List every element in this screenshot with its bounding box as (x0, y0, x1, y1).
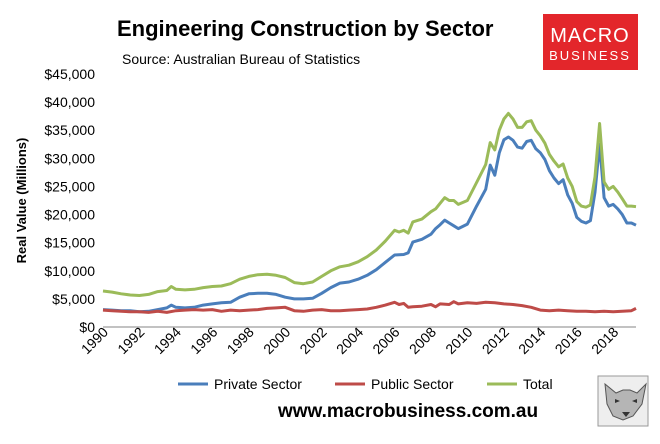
legend-item: Total (487, 376, 553, 392)
x-tick-label: 2014 (515, 324, 548, 357)
x-axis-ticks: 1990 1992 1994 1996 1998 2000 2002 2004 2006 2008… (78, 324, 622, 357)
legend-item: Private Sector (178, 376, 302, 392)
y-tick-label: $25,000 (44, 178, 95, 194)
legend-label: Public Sector (371, 376, 454, 392)
x-tick-label: 2010 (442, 324, 475, 357)
fox-emblem-icon (597, 375, 649, 427)
macrobusiness-logo: MACRO BUSINESS (543, 14, 638, 70)
legend-label: Total (523, 376, 553, 392)
x-tick-label: 2012 (479, 324, 512, 357)
chart-subtitle: Source: Australian Bureau of Statistics (122, 51, 360, 67)
series-line-private-sector (102, 135, 637, 314)
chart-title: Engineering Construction by Sector (117, 16, 494, 41)
x-tick-label: 1998 (224, 324, 257, 357)
x-tick-label: 2018 (588, 324, 621, 357)
x-tick-label: 1994 (151, 324, 184, 357)
series-line-public-sector (102, 300, 637, 314)
legend: Private Sector Public Sector Total (178, 376, 553, 392)
y-tick-label: $5,000 (52, 291, 95, 307)
x-tick-label: 2006 (369, 324, 402, 357)
legend-item: Public Sector (335, 376, 454, 392)
website-url: www.macrobusiness.com.au (277, 401, 538, 422)
x-tick-label: 2002 (296, 324, 329, 357)
series-lines (102, 111, 637, 314)
x-tick-label: 2008 (406, 324, 439, 357)
x-tick-label: 1996 (187, 324, 220, 357)
y-tick-label: $40,000 (44, 94, 95, 110)
y-axis-ticks: $0 $5,000 $10,000 $15,000 $20,000 $25,000 $30,… (44, 66, 95, 335)
logo-text-business: BUSINESS (549, 48, 631, 63)
logo-text-macro: MACRO (550, 25, 629, 47)
x-tick-label: 2004 (333, 324, 366, 357)
y-axis-label: Real Value (Millions) (14, 138, 29, 264)
x-tick-label: 1992 (114, 324, 147, 357)
x-tick-label: 2016 (552, 324, 585, 357)
y-tick-label: $30,000 (44, 150, 95, 166)
y-tick-label: $45,000 (44, 66, 95, 82)
y-tick-label: $35,000 (44, 122, 95, 138)
y-tick-label: $10,000 (44, 263, 95, 279)
y-tick-label: $0 (79, 319, 95, 335)
y-tick-label: $20,000 (44, 207, 95, 223)
legend-label: Private Sector (214, 376, 302, 392)
x-tick-label: 2000 (260, 324, 293, 357)
logo-background (543, 14, 638, 70)
series-line-total (102, 111, 637, 297)
y-tick-label: $15,000 (44, 235, 95, 251)
